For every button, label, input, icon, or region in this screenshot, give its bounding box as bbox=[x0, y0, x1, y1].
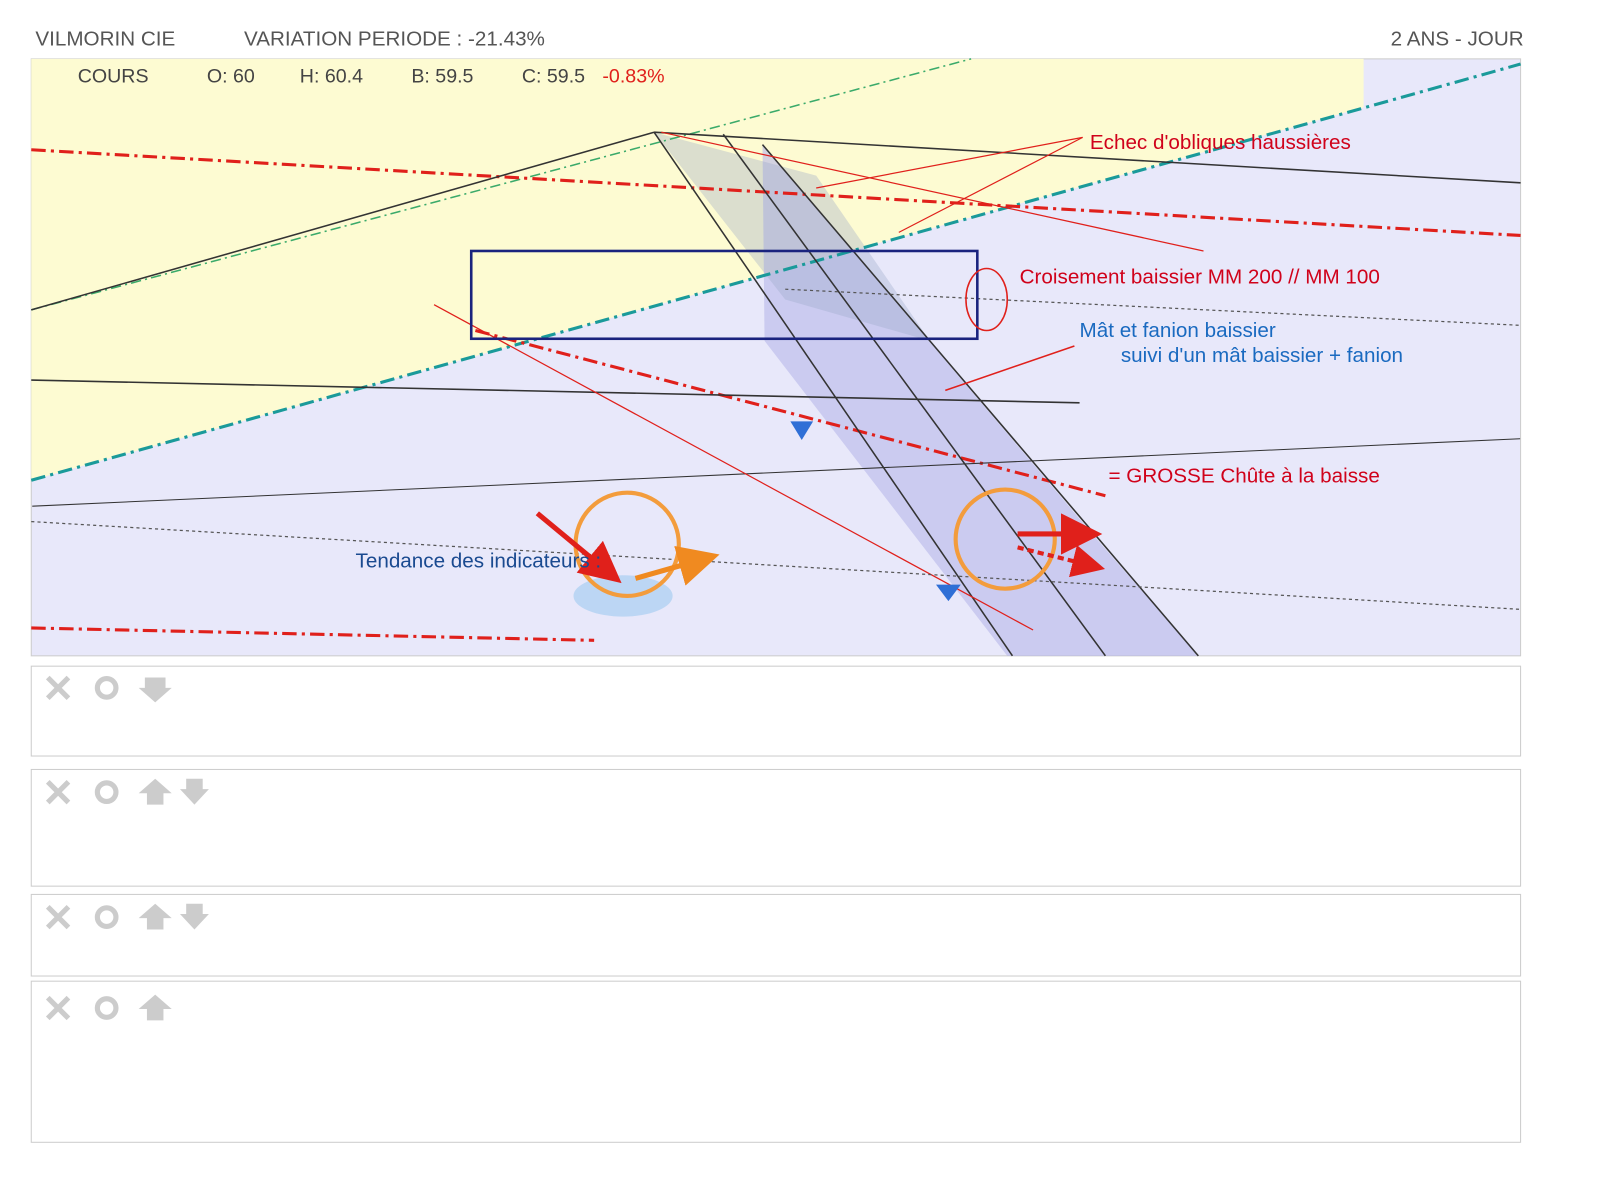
legend-change: -0.83% bbox=[602, 66, 664, 88]
drawings: Echec d'obliques haussières Croisement b… bbox=[30, 58, 1521, 657]
legend-close: C: 59.5 bbox=[522, 66, 585, 88]
annotation: Tendance des indicateurs : bbox=[356, 549, 602, 572]
legend-high: H: 60.4 bbox=[300, 66, 363, 88]
stock-name: VILMORIN CIE bbox=[35, 28, 175, 51]
annotation: = GROSSE Chûte à la baisse bbox=[1108, 465, 1379, 488]
annotation: suivi d'un mât baissier + fanion bbox=[1121, 344, 1403, 367]
annotation: Echec d'obliques haussières bbox=[1090, 131, 1351, 154]
legend-low: B: 59.5 bbox=[411, 66, 473, 88]
legend-series: COURS bbox=[78, 66, 149, 88]
period: 2 ANS - JOUR bbox=[1391, 28, 1524, 51]
annotation: Croisement baissier MM 200 // MM 100 bbox=[1020, 265, 1380, 288]
legend-open: O: 60 bbox=[207, 66, 255, 88]
variation: VARIATION PERIODE : -21.43% bbox=[244, 28, 545, 51]
annotation: Mât et fanion baissier bbox=[1080, 319, 1276, 342]
panel-icons bbox=[45, 675, 209, 1021]
